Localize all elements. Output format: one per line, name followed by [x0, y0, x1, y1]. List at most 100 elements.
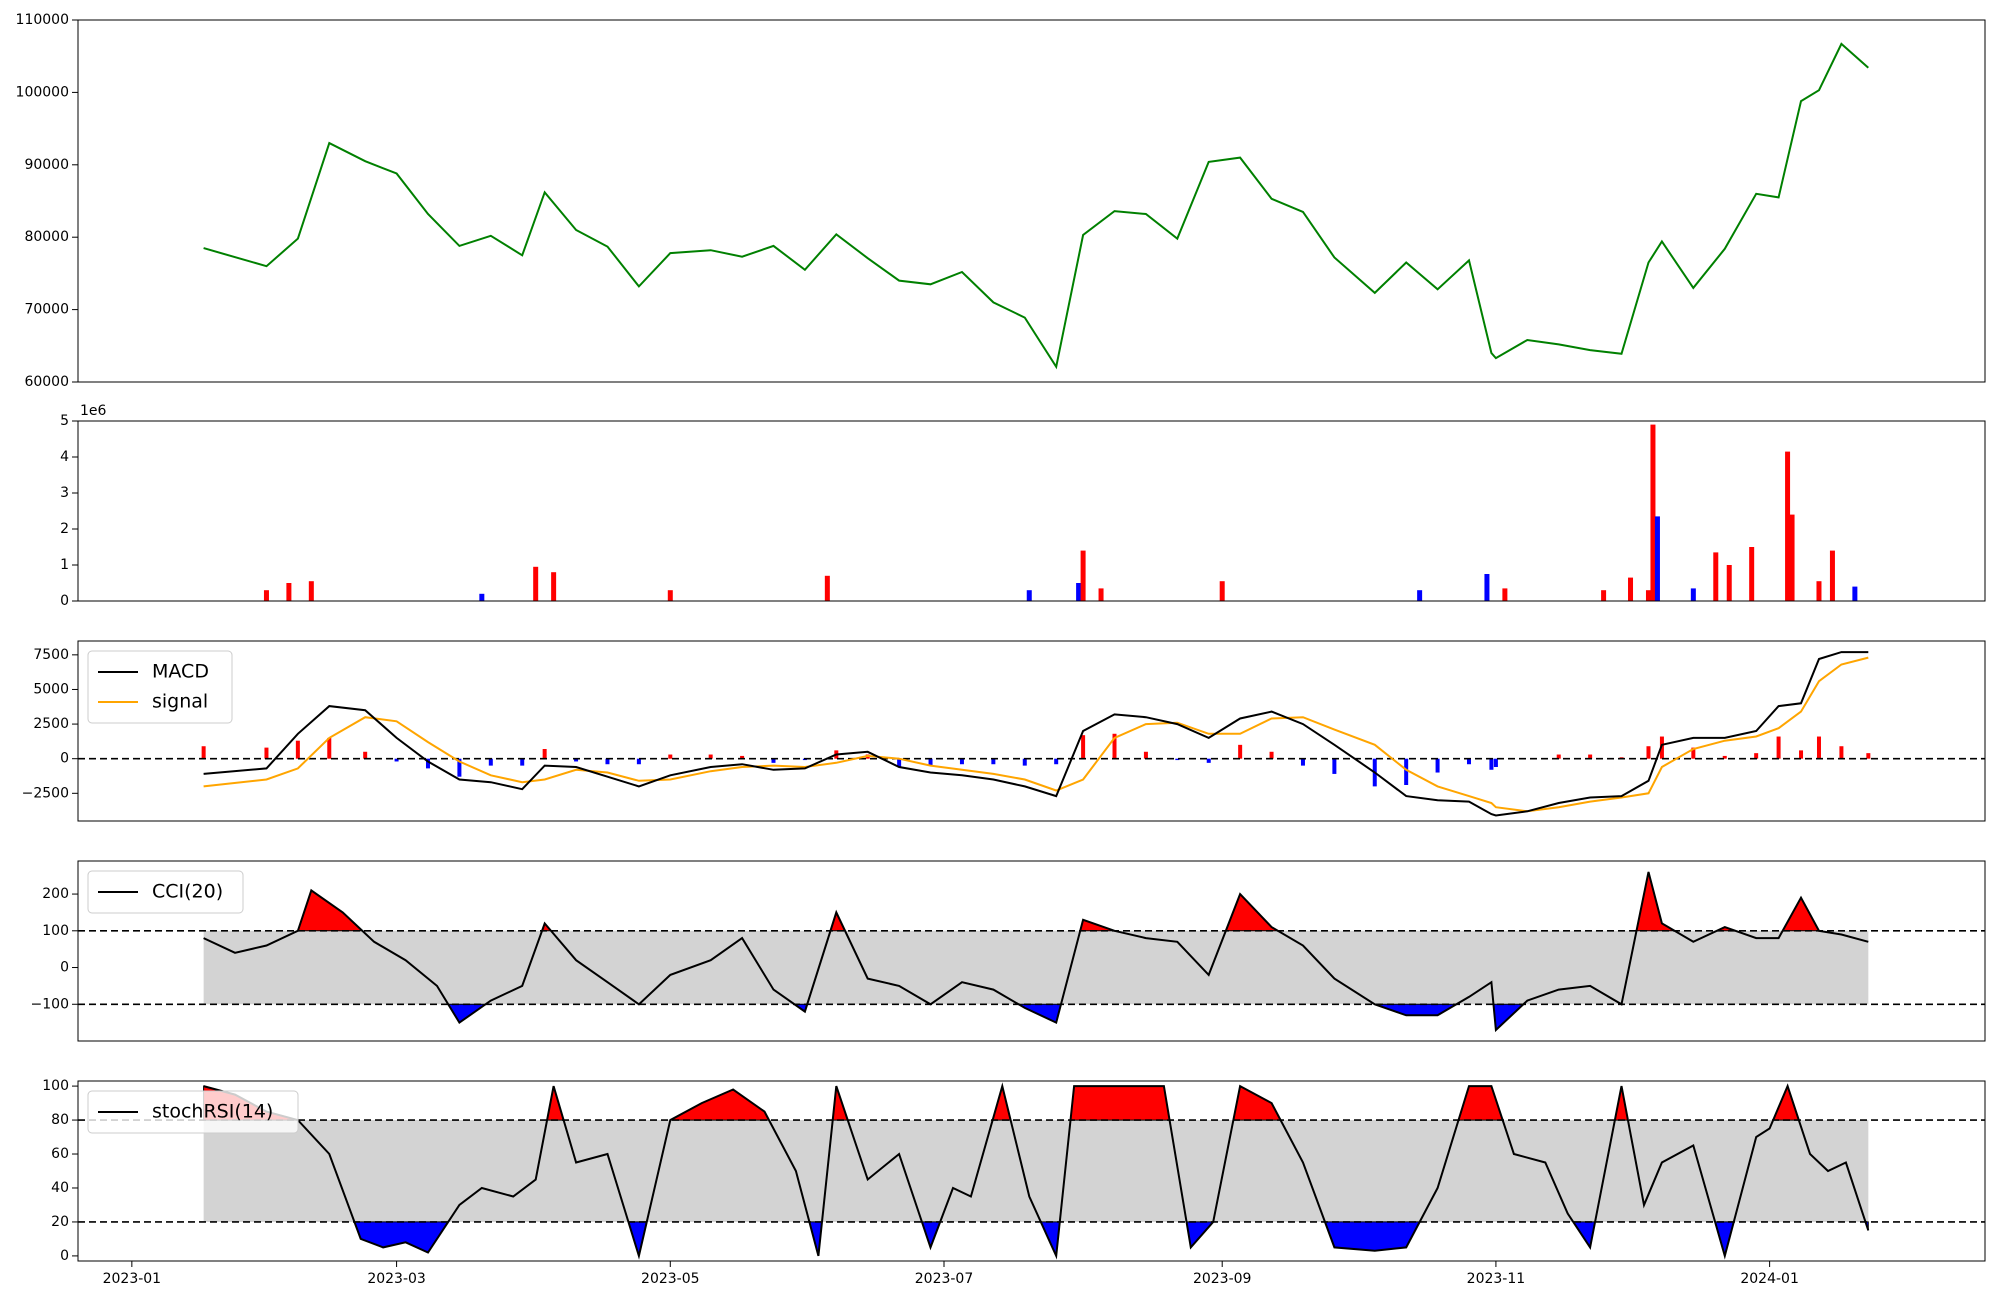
- stochrsi-frame: [77, 1080, 1986, 1262]
- macd-histogram-bar: [1659, 736, 1664, 759]
- macd-histogram-bar: [363, 751, 368, 759]
- macd-histogram-bar: [1112, 733, 1117, 759]
- volume-bar: [263, 590, 269, 601]
- macd-legend-label: MACD: [152, 661, 209, 683]
- macd-histogram-bar: [1081, 735, 1086, 759]
- date-tick-label: 2023-05: [641, 1271, 700, 1287]
- macd-ytick-label: 7500: [33, 647, 69, 663]
- volume-bar: [1502, 588, 1508, 601]
- macd-ytick-label: 5000: [33, 681, 69, 697]
- macd-histogram-bar: [1754, 753, 1759, 759]
- macd-histogram-bar: [1175, 758, 1180, 761]
- macd-histogram-bar: [1489, 758, 1494, 770]
- stochrsi-line: [203, 1082, 1870, 1260]
- volume-ytick-label: 4: [60, 449, 69, 465]
- volume-ytick-label: 0: [60, 593, 69, 609]
- cci-frame: [77, 860, 1986, 1042]
- volume-bar: [824, 575, 830, 601]
- stochrsi-extreme-fill: [353, 1221, 1869, 1258]
- date-tick-label: 2023-03: [367, 1271, 426, 1287]
- stochrsi-legend: [87, 1090, 299, 1134]
- macd-legend: [87, 650, 233, 724]
- volume-ytick-label: 1: [60, 557, 69, 573]
- volume-bar: [1076, 583, 1082, 601]
- cci-ytick-label: 0: [60, 960, 69, 976]
- macd-histogram-bar: [991, 758, 996, 765]
- macd-histogram-bar: [520, 758, 525, 766]
- macd-histogram-bar: [574, 758, 579, 762]
- cci-line: [203, 871, 1869, 1033]
- macd-histogram-bar: [457, 758, 462, 777]
- volume-ytick-label: 2: [60, 521, 69, 537]
- stochrsi-ytick-label: 60: [51, 1146, 69, 1162]
- macd-histogram-bar: [959, 758, 964, 765]
- macd-histogram-bar: [1466, 758, 1471, 765]
- macd-legend-label: signal: [152, 691, 208, 713]
- macd-histogram-bar: [1799, 750, 1804, 759]
- cci-neutral-band: [203, 930, 1869, 1005]
- volume-bar: [286, 583, 292, 601]
- macd-histogram-bar: [1866, 753, 1871, 759]
- macd-histogram-bar: [1691, 747, 1696, 759]
- stochrsi-ytick-label: 100: [42, 1078, 69, 1094]
- volume-bar: [1726, 565, 1732, 601]
- macd-ytick-label: −2500: [22, 785, 69, 801]
- macd-histogram-bar: [1776, 736, 1781, 759]
- macd-histogram-bar: [1839, 746, 1844, 759]
- date-tick-label: 2023-11: [1467, 1271, 1526, 1287]
- macd-frame: [77, 640, 1986, 822]
- volume-bar: [1417, 590, 1423, 601]
- volume-bar: [1645, 590, 1651, 601]
- volume-bar: [667, 590, 673, 601]
- macd-ytick-label: 0: [60, 751, 69, 767]
- macd-histogram-bar: [636, 758, 641, 765]
- macd-histogram-bar: [201, 746, 206, 759]
- volume-bar: [1789, 514, 1795, 601]
- macd-histogram-bar: [668, 754, 673, 759]
- volume-bar: [1026, 590, 1032, 601]
- volume-bar: [1601, 590, 1607, 601]
- volume-bar: [1098, 588, 1104, 601]
- macd-histogram-bar: [327, 737, 332, 759]
- macd-histogram-bar: [1556, 754, 1561, 759]
- volume-bar: [1484, 574, 1490, 601]
- volume-bar: [1690, 588, 1696, 601]
- date-tick-label: 2024-01: [1740, 1271, 1799, 1287]
- macd-histogram-bar: [264, 747, 269, 759]
- macd-histogram-bar: [1054, 758, 1059, 765]
- date-tick-label: 2023-09: [1193, 1271, 1252, 1287]
- stochrsi-ytick-label: 20: [51, 1214, 69, 1230]
- volume-bar: [1650, 424, 1656, 601]
- cci-legend: [87, 870, 244, 914]
- volume-offset-label: 1e6: [80, 403, 107, 419]
- price-ytick-label: 90000: [24, 157, 69, 173]
- volume-ytick-label: 3: [60, 485, 69, 501]
- cci-extreme-fill: [297, 871, 1820, 932]
- macd-histogram-bar: [1269, 751, 1274, 759]
- macd-ytick-label: 2500: [33, 716, 69, 732]
- cci-ytick-label: −100: [31, 996, 69, 1012]
- date-tick-label: 2023-01: [103, 1271, 162, 1287]
- price-frame: [77, 19, 1986, 383]
- price-ytick-label: 60000: [24, 374, 69, 390]
- macd-histogram-bar: [1332, 758, 1337, 774]
- volume-bar: [1785, 451, 1791, 601]
- macd-histogram-bar: [1143, 751, 1148, 759]
- volume-bar: [1080, 550, 1086, 601]
- macd-histogram-bar: [740, 755, 745, 759]
- price-ytick-label: 110000: [16, 12, 69, 28]
- volume-bar: [1829, 550, 1835, 601]
- macd-histogram-bar: [394, 758, 399, 762]
- price-line: [203, 42, 1869, 370]
- macd-histogram-bar: [295, 740, 300, 759]
- macd-histogram-bar: [1493, 758, 1498, 767]
- macd-histogram-bar: [1300, 758, 1305, 766]
- macd-histogram-bar: [1404, 758, 1409, 785]
- macd-histogram-bar: [1022, 758, 1027, 766]
- stochrsi-neutral-band: [203, 1120, 1869, 1222]
- volume-bar: [1628, 577, 1634, 601]
- macd-histogram-bar: [425, 758, 430, 769]
- macd-histogram-bar: [1646, 746, 1651, 759]
- stochrsi-ytick-label: 80: [51, 1112, 69, 1128]
- macd-histogram-bar: [542, 749, 547, 759]
